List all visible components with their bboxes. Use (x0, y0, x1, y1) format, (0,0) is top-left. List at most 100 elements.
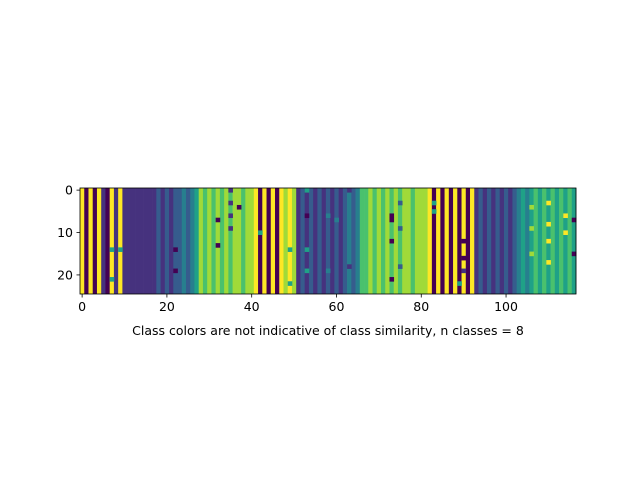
heatmap-column (347, 188, 352, 294)
heatmap-cell (461, 238, 467, 244)
axes-frame (79, 187, 577, 295)
heatmap-column (291, 188, 297, 294)
heatmap-column (474, 188, 479, 294)
heatmap-cell (389, 217, 395, 223)
heatmap-column (113, 188, 119, 294)
heatmap-cell (304, 247, 310, 252)
heatmap-cell (461, 255, 467, 261)
y-tick-label: 0 (65, 183, 73, 198)
heatmap-column (262, 188, 267, 294)
heatmap-column (380, 188, 386, 294)
heatmap-column (410, 188, 416, 294)
heatmap-cell (109, 277, 115, 282)
heatmap-cell (287, 281, 293, 286)
heatmap-column (427, 188, 433, 294)
heatmap-column (122, 188, 127, 294)
heatmap-column (495, 188, 501, 294)
heatmap-column (325, 188, 331, 294)
heatmap-column (397, 188, 403, 294)
heatmap-column (550, 188, 556, 294)
heatmap-column (92, 188, 98, 294)
heatmap-column (169, 188, 174, 294)
heatmap-column (164, 188, 170, 294)
heatmap-column (321, 188, 327, 294)
heatmap-column (101, 188, 106, 294)
x-axis: 0 20 40 60 80 100 (78, 294, 518, 314)
heatmap-column (559, 188, 564, 294)
heatmap-column (245, 188, 250, 294)
heatmap-column (486, 188, 492, 294)
heatmap-column (143, 188, 149, 294)
heatmap-cell (529, 204, 534, 210)
x-tick-label: 100 (494, 299, 518, 314)
heatmap-column (537, 188, 543, 294)
heatmap-column (359, 188, 365, 294)
heatmap-column (457, 188, 462, 294)
heatmap-column (470, 188, 475, 294)
heatmap-column (224, 188, 229, 294)
heatmap-column (520, 188, 526, 294)
heatmap-cell (347, 188, 352, 193)
heatmap-column (368, 188, 373, 294)
heatmap-column (525, 188, 530, 294)
heatmap-cell (173, 268, 178, 274)
heatmap-column (465, 188, 471, 294)
heatmap-column (270, 188, 276, 294)
heatmap-column (109, 188, 115, 294)
heatmap-cell (325, 213, 331, 219)
heatmap-cell (397, 200, 403, 206)
heatmap-cell (571, 251, 577, 257)
heatmap-column (419, 188, 424, 294)
heatmap-column (351, 188, 356, 294)
heatmap-column (300, 188, 306, 294)
heatmap-cell (389, 277, 395, 282)
heatmap-cell (397, 226, 403, 231)
x-tick-label: 0 (78, 299, 86, 314)
heatmap-column (283, 188, 289, 294)
heatmap-cell (228, 226, 233, 231)
heatmap-column (567, 188, 573, 294)
heatmap-column (342, 188, 348, 294)
heatmap-cell (431, 209, 437, 214)
heatmap-cell (546, 260, 551, 265)
y-tick-label: 20 (57, 267, 73, 282)
heatmap-cell (325, 268, 331, 274)
heatmap-column (84, 188, 89, 294)
heatmap-column (529, 188, 534, 294)
heatmap-column (181, 188, 187, 294)
heatmap-column (219, 188, 225, 294)
heatmap-column (139, 188, 144, 294)
heatmap-column (96, 188, 102, 294)
heatmap-cell (546, 238, 551, 244)
heatmap-cell (258, 230, 263, 235)
heatmap-cell (304, 268, 310, 274)
heatmap-column (126, 188, 132, 294)
heatmap-column (185, 188, 191, 294)
heatmap-cell (563, 213, 568, 219)
heatmap-cell (546, 221, 551, 227)
heatmap-column (308, 188, 314, 294)
heatmap-cell (173, 247, 178, 252)
heatmap-cell (389, 213, 395, 219)
heatmap-cell (431, 200, 437, 206)
heatmap-column (194, 188, 200, 294)
heatmap-column (453, 188, 458, 294)
heatmap-column (152, 188, 157, 294)
heatmap-column (516, 188, 522, 294)
heatmap-column (173, 188, 178, 294)
heatmap-cell (228, 213, 233, 219)
heatmap-cell (563, 230, 568, 235)
heatmap-column (393, 188, 399, 294)
heatmap-column (313, 188, 318, 294)
heatmap-column (542, 188, 547, 294)
heatmap-cell (529, 226, 534, 231)
heatmap-cell (215, 217, 221, 223)
heatmap-cell (228, 200, 233, 206)
heatmap-column (147, 188, 153, 294)
heatmap-cell (546, 200, 551, 206)
heatmap-column (554, 188, 560, 294)
heatmap-column (202, 188, 208, 294)
heatmap-cell (304, 213, 310, 219)
heatmap-column (160, 188, 166, 294)
heatmap-column (571, 188, 577, 294)
